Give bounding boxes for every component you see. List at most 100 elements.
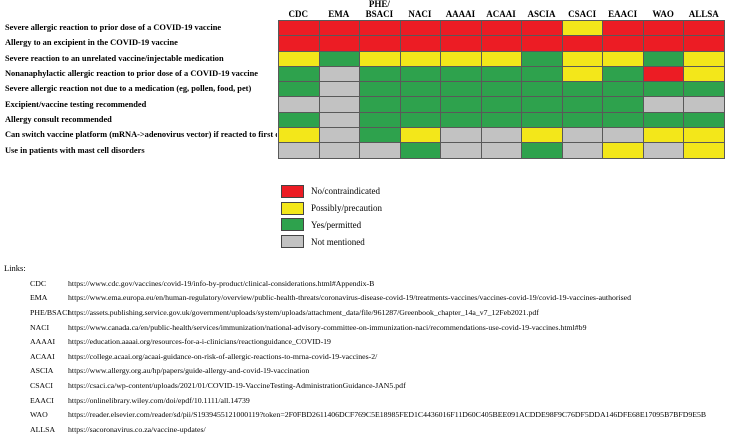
grid-cell-ema-row8: [319, 128, 359, 143]
grid-cell-eaaci-row6: [603, 97, 643, 112]
grid-cell-ascia-row1: [522, 21, 562, 36]
grid-cell-ascia-row9: [522, 143, 562, 158]
grid-cell-acaai-row3: [481, 51, 521, 66]
link-row-naci: NACI https://www.canada.ca/en/public-heal…: [4, 320, 734, 335]
grid-cell-wao-row6: [643, 97, 683, 112]
column-header-phe-bsaci: PHE/ BSACI: [365, 0, 394, 19]
links-section: Links: CDC https://www.cdc.gov/vaccines/c…: [4, 261, 734, 437]
grid-cell-aaaai-row1: [441, 21, 481, 36]
link-org: PHE/BSACI: [30, 307, 70, 317]
column-header-acaai: ACAAI: [486, 8, 516, 19]
link-url: https://www.canada.ca/en/public-health/s…: [68, 322, 587, 332]
grid-cell-csaci-row2: [562, 36, 602, 51]
link-org: ASCIA: [30, 366, 54, 376]
grid-cell-csaci-row6: [562, 97, 602, 112]
grid-cell-phe-bsaci-row3: [360, 51, 400, 66]
legend-label-possibly: Possibly/precaution: [311, 203, 382, 214]
grid-cell-ema-row9: [319, 143, 359, 158]
grid-cell-ema-row1: [319, 21, 359, 36]
grid-cell-naci-row2: [400, 36, 440, 51]
grid-cell-acaai-row6: [481, 97, 521, 112]
link-url: https://assets.publishing.service.gov.uk…: [68, 307, 539, 317]
column-header-wao: WAO: [652, 8, 674, 19]
link-row-acaai: ACAAI https://college.acaai.org/acaai-gui…: [4, 349, 734, 364]
grid-cell-csaci-row8: [562, 128, 602, 143]
grid-cell-eaaci-row4: [603, 66, 643, 82]
grid-cell-acaai-row1: [481, 21, 521, 36]
grid-cell-aaaai-row2: [441, 36, 481, 51]
grid-cell-ema-row4: [319, 66, 359, 82]
grid-cell-phe-bsaci-row4: [360, 66, 400, 82]
grid-cell-csaci-row5: [562, 82, 602, 97]
grid-cell-allsa-row1: [684, 21, 724, 36]
links-title: Links:: [4, 263, 26, 273]
link-org: EMA: [30, 293, 48, 303]
row-label-9: Use in patients with mast cell disorders: [5, 145, 145, 155]
grid-cell-eaaci-row2: [603, 36, 643, 51]
grid-cell-ascia-row4: [522, 66, 562, 82]
grid-cell-wao-row4: [643, 66, 683, 82]
link-org: ACAAI: [30, 351, 55, 361]
grid-cell-ascia-row3: [522, 51, 562, 66]
legend-swatch-possibly: [281, 201, 304, 215]
grid-cell-naci-row9: [400, 143, 440, 158]
column-header-eaaci: EAACI: [608, 8, 638, 19]
grid-cell-eaaci-row7: [603, 112, 643, 128]
matrix-cells: [278, 20, 725, 159]
grid-cell-wao-row2: [643, 36, 683, 51]
link-org: NACI: [30, 322, 50, 332]
grid-cell-cdc-row9: [279, 143, 319, 158]
link-row-phe-bsaci: PHE/BSACI https://assets.publishing.servi…: [4, 305, 734, 320]
grid-cell-allsa-row4: [684, 66, 724, 82]
link-row-ascia: ASCIA https://www.allergy.org.au/hp/paper…: [4, 364, 734, 379]
link-org: WAO: [30, 410, 48, 420]
link-row-aaaai: AAAAI https://education.aaaai.org/resourc…: [4, 334, 734, 349]
grid-cell-phe-bsaci-row7: [360, 112, 400, 128]
row-label-1: Severe allergic reaction to prior dose o…: [5, 23, 222, 33]
grid-cell-naci-row1: [400, 21, 440, 36]
grid-cell-allsa-row7: [684, 112, 724, 128]
grid-cell-csaci-row7: [562, 112, 602, 128]
link-row-wao: WAO https://reader.elsevier.com/reader/sd…: [4, 407, 734, 422]
legend-swatch-no: [281, 184, 304, 198]
grid-cell-allsa-row8: [684, 128, 724, 143]
grid-cell-wao-row1: [643, 21, 683, 36]
link-url: https://sacoronavirus.co.za/vaccine-upda…: [68, 424, 206, 434]
grid-cell-wao-row5: [643, 82, 683, 97]
link-org: AAAAI: [30, 337, 56, 347]
grid-cell-cdc-row5: [279, 82, 319, 97]
grid-cell-naci-row6: [400, 97, 440, 112]
grid-cell-eaaci-row8: [603, 128, 643, 143]
link-url: https://www.allergy.org.au/hp/papers/gui…: [68, 366, 310, 376]
grid-cell-phe-bsaci-row1: [360, 21, 400, 36]
link-url: https://college.acaai.org/acaai-guidance…: [68, 351, 378, 361]
link-row-cdc: CDC https://www.cdc.gov/vaccines/covid-19…: [4, 276, 734, 291]
grid-cell-allsa-row6: [684, 97, 724, 112]
grid-cell-acaai-row9: [481, 143, 521, 158]
grid-cell-aaaai-row8: [441, 128, 481, 143]
grid-cell-naci-row4: [400, 66, 440, 82]
grid-cell-naci-row8: [400, 128, 440, 143]
grid-cell-aaaai-row6: [441, 97, 481, 112]
legend: No/contraindicated Possibly/precaution Yes…: [281, 183, 382, 250]
grid-cell-allsa-row9: [684, 143, 724, 158]
grid-cell-aaaai-row9: [441, 143, 481, 158]
link-row-csaci: CSACI https://csaci.ca/wp-content/uploads…: [4, 378, 734, 393]
grid-cell-ema-row3: [319, 51, 359, 66]
grid-cell-cdc-row2: [279, 36, 319, 51]
grid-cell-phe-bsaci-row5: [360, 82, 400, 97]
grid-cell-wao-row8: [643, 128, 683, 143]
link-org: EAACI: [30, 395, 54, 405]
grid-cell-csaci-row3: [562, 51, 602, 66]
row-label-3: Severe reaction to an unrelated vaccine/…: [5, 53, 224, 63]
legend-label-no: No/contraindicated: [311, 186, 380, 197]
row-label-4: Nonanaphylactic allergic reaction to pri…: [5, 69, 259, 79]
grid-cell-acaai-row7: [481, 112, 521, 128]
matrix-row-labels: Severe allergic reaction to prior dose o…: [5, 20, 277, 158]
grid-cell-eaaci-row1: [603, 21, 643, 36]
grid-cell-wao-row7: [643, 112, 683, 128]
grid-cell-ascia-row6: [522, 97, 562, 112]
grid-cell-eaaci-row5: [603, 82, 643, 97]
grid-cell-ema-row6: [319, 97, 359, 112]
